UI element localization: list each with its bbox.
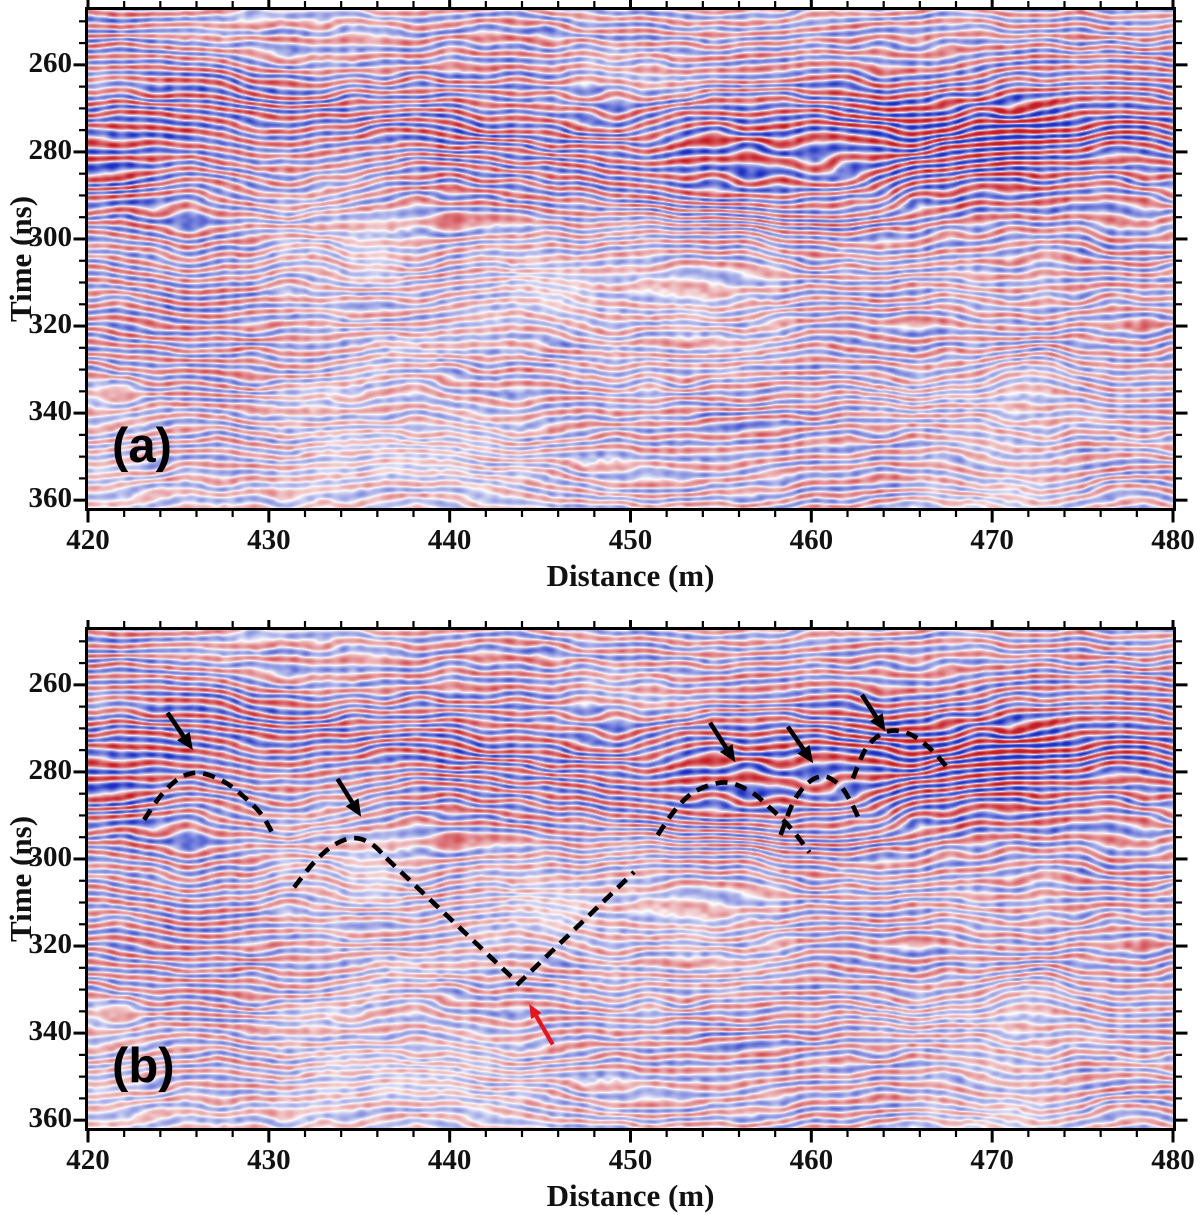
radargram-plot-a: (a): [88, 10, 1173, 508]
panel-a: Time (ns) (a) Distance (m) 420 430 440 450 4…: [3, 0, 1195, 593]
y-axis-title-a: Time (ns): [3, 196, 38, 323]
y-tick-label: 340: [28, 395, 73, 428]
x-tick-label: 470: [970, 1144, 1014, 1176]
radargram-canvas-b: [88, 630, 1173, 1128]
y-tick-label: 340: [28, 1015, 73, 1048]
x-tick-label: 460: [789, 524, 834, 556]
y-tick-label: 360: [28, 482, 73, 515]
x-tick-label: 450: [608, 524, 653, 556]
x-tick-label: 430: [247, 1144, 291, 1176]
y-tick-label: 280: [28, 754, 73, 787]
panel-letter-b: (b): [112, 1039, 175, 1093]
y-tick-label: 300: [28, 841, 73, 874]
y-tick-label: 280: [28, 134, 73, 167]
y-axis-title-b: Time (ns): [3, 816, 38, 943]
y-tick-label: 300: [28, 221, 73, 254]
panel-b: Time (ns) (b) Distance (m) 420 430 440 450 4…: [0, 620, 1200, 1215]
x-axis-title-b: Distance (m): [546, 1178, 715, 1213]
x-tick-label: 420: [66, 524, 110, 556]
x-tick-label: 430: [247, 524, 291, 556]
x-axis-title-a: Distance (m): [546, 558, 715, 593]
panel-letter-a: (a): [112, 419, 172, 473]
y-tick-label: 320: [28, 928, 73, 961]
x-tick-label: 480: [1151, 1144, 1195, 1176]
x-tick-label: 440: [427, 1144, 472, 1176]
radargram-canvas-a: [88, 10, 1173, 508]
x-tick-label: 480: [1151, 524, 1195, 556]
y-tick-label: 260: [28, 667, 73, 700]
y-tick-label: 320: [28, 308, 73, 341]
y-tick-label: 360: [28, 1102, 73, 1135]
x-tick-label: 450: [608, 1144, 653, 1176]
y-tick-label: 260: [28, 47, 73, 80]
radargram-plot-b: (b): [88, 630, 1173, 1128]
x-tick-label: 420: [66, 1144, 110, 1176]
x-tick-label: 440: [427, 524, 472, 556]
x-tick-label: 470: [970, 524, 1014, 556]
x-tick-label: 460: [789, 1144, 834, 1176]
